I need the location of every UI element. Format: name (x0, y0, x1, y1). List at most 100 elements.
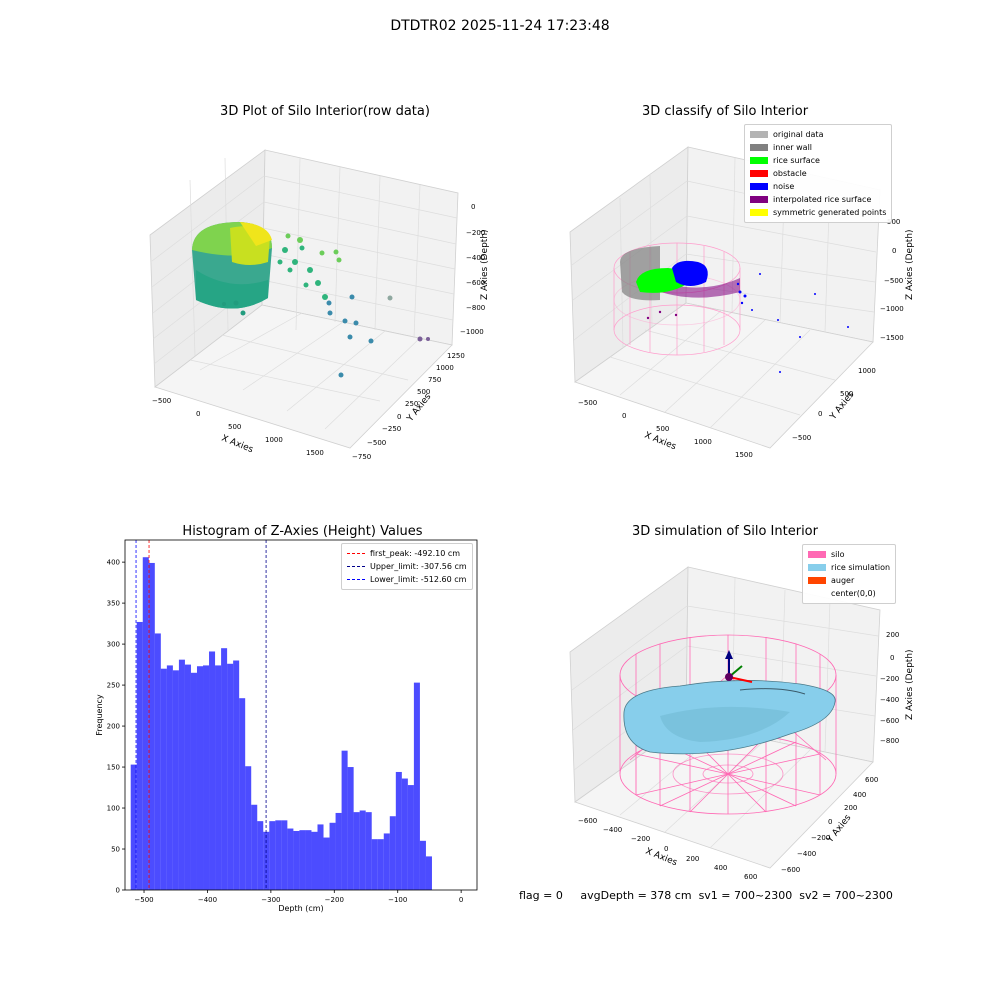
simulation-ytick: 200 (844, 804, 857, 812)
legend-entry: original data (750, 128, 886, 141)
histogram-bar (166, 665, 173, 890)
raw-xtick: 500 (228, 423, 241, 431)
histogram-bar (287, 828, 294, 890)
histogram-legend: first_peak: -492.10 cm Upper_limit: -307… (341, 543, 473, 590)
legend-swatch (750, 157, 768, 164)
legend-label: original data (773, 130, 824, 139)
histogram-bar (401, 778, 408, 890)
sv2-text: sv2 = 700~2300 (799, 889, 893, 902)
histogram-bar (196, 666, 204, 890)
classify-xtick: 1500 (735, 451, 753, 459)
legend-swatch (750, 144, 768, 151)
legend-label: first_peak: -492.10 cm (370, 549, 461, 558)
simulation-ztick: −800 (880, 737, 899, 745)
histogram-bar (347, 767, 354, 890)
histogram-bar (299, 830, 306, 890)
histogram-bar (335, 812, 342, 890)
histogram-xlabel: Depth (cm) (278, 904, 323, 913)
simulation-xtick: 400 (714, 864, 727, 872)
histogram-title: Histogram of Z-Axies (Height) Values (182, 524, 423, 539)
raw-ytick: 1000 (436, 364, 454, 372)
legend-entry: rice surface (750, 154, 886, 167)
histogram-ytick-label: 0 (116, 887, 120, 895)
histogram-ylabel: Frequency (95, 694, 104, 736)
raw-xtick: 1500 (306, 449, 324, 457)
simulation-ztick: −400 (880, 696, 899, 704)
simulation-xtick: −600 (578, 817, 597, 825)
histogram-xtick-label: −300 (261, 896, 280, 904)
histogram-ticks: −500 −400 −300 −200 −100 0 0 50 100 150 200 250 300 3… (107, 559, 464, 904)
simulation-ztick: −200 (880, 675, 899, 683)
histogram-bar (293, 830, 300, 890)
legend-entry: silo (808, 548, 890, 561)
legend-swatch (750, 196, 768, 203)
raw-ytick: −500 (367, 439, 386, 447)
histogram-ytick-label: 200 (107, 723, 120, 731)
legend-label: rice simulation (831, 563, 891, 572)
histogram-bar (413, 682, 420, 890)
simulation-plot-title: 3D simulation of Silo Interior (632, 524, 818, 539)
histogram-bar (383, 833, 390, 890)
histogram-bar (371, 839, 378, 890)
simulation-xtick: −200 (631, 835, 650, 843)
auger-icon (725, 650, 753, 683)
legend-swatch (808, 577, 826, 584)
histogram-xtick-label: −400 (198, 896, 217, 904)
simulation-rice-surface (623, 680, 836, 755)
simulation-xtick: 600 (744, 873, 757, 881)
legend-label: noise (773, 182, 795, 191)
legend-entry: auger (808, 574, 890, 587)
simulation-ytick: 0 (828, 818, 832, 826)
histogram-bar (245, 766, 252, 890)
raw-ytick: 0 (397, 413, 401, 421)
histogram-bar (395, 771, 402, 890)
histogram-bar (275, 820, 282, 890)
histogram-bar (130, 764, 137, 890)
simulation-xlabel: X Axies (644, 847, 679, 869)
classify-plot-title: 3D classify of Silo Interior (641, 104, 809, 119)
raw-zlabel: Z Axies (Depth) (480, 229, 490, 300)
histogram-bar (178, 659, 185, 890)
simulation-ytick: −200 (811, 834, 830, 842)
legend-entry: Lower_limit: -512.60 cm (347, 573, 467, 586)
histogram-bar (353, 812, 360, 890)
histogram-frame (124, 539, 478, 891)
legend-entry: center(0,0) (808, 587, 890, 600)
raw-plot-title: 3D Plot of Silo Interior(row data) (220, 104, 430, 119)
classify-point-cloud (613, 242, 849, 373)
legend-swatch (750, 183, 768, 190)
simulation-ytick: −400 (797, 850, 816, 858)
histogram-bar (389, 816, 396, 890)
raw-ztick: −400 (466, 254, 485, 262)
histogram-bar (317, 824, 324, 890)
classify-ytick: 500 (840, 390, 853, 398)
legend-label: obstacle (773, 169, 807, 178)
classify-ytick: 1000 (858, 367, 876, 375)
legend-entry: inner wall (750, 141, 886, 154)
legend-swatch (808, 590, 826, 597)
classify-xtick: 0 (622, 412, 626, 420)
simulation-ytick: 400 (853, 791, 866, 799)
histogram-bar (365, 812, 372, 890)
raw-xtick: 1000 (265, 436, 283, 444)
histogram-ytick-label: 50 (111, 846, 120, 854)
histogram-bar (190, 672, 197, 890)
simulation-ztick: −600 (880, 717, 899, 725)
classify-ztick: 500 (887, 218, 900, 226)
classify-legend: original data inner wall rice surface ob… (744, 124, 893, 223)
histogram-bar (142, 557, 149, 890)
raw-xtick: 0 (196, 410, 200, 418)
legend-entry: obstacle (750, 167, 886, 180)
avg-depth-text: avgDepth = 378 cm (580, 889, 692, 902)
raw-point-cloud (192, 222, 430, 378)
legend-label: symmetric generated points (773, 208, 887, 217)
histogram-bar (359, 810, 366, 890)
legend-entry: interpolated rice surface (750, 193, 886, 206)
histogram-bars (130, 557, 432, 890)
histogram-bar (251, 804, 258, 890)
histogram-xtick-label: −200 (325, 896, 344, 904)
legend-entry: rice simulation (808, 561, 890, 574)
classify-ztick: 0 (892, 247, 896, 255)
